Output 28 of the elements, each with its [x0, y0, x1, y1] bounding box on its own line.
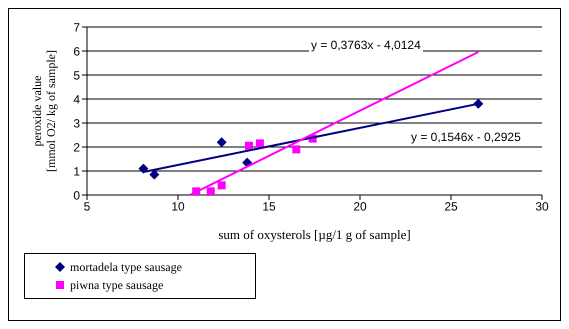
legend-label: mortadela type sausage — [70, 260, 182, 274]
point — [218, 181, 226, 190]
y-axis-title: peroxide value [mmol O2/ kg of sample] — [30, 50, 58, 172]
y-tick-label: 5 — [73, 68, 80, 82]
y-tick-label: 2 — [73, 140, 80, 154]
point — [292, 145, 300, 154]
point — [256, 139, 264, 148]
x-tick-label: 15 — [262, 200, 276, 214]
y-tick-label: 6 — [73, 44, 80, 58]
x-tick-label: 10 — [171, 200, 185, 214]
point — [138, 164, 148, 174]
point — [206, 187, 215, 195]
point — [244, 142, 253, 150]
annotation: y = 0,1546x - 0,2925 — [409, 130, 523, 144]
point — [149, 170, 160, 180]
x-tick-label: 5 — [84, 200, 91, 214]
x-tick-label: 20 — [353, 200, 367, 214]
y-tick-label: 3 — [73, 116, 80, 130]
legend-label: piwna type sausage — [70, 278, 164, 292]
y-tick-label: 4 — [73, 92, 80, 106]
annotation: y = 0,3763x - 4,0124 — [309, 38, 423, 52]
y-tick-label: 0 — [73, 188, 80, 202]
x-tick-label: 25 — [444, 200, 458, 214]
x-tick-label: 30 — [535, 200, 549, 214]
y-tick-label: 7 — [73, 20, 80, 34]
x-axis-title: sum of oxysterols [µg/1 g of sample] — [217, 227, 412, 243]
point — [216, 137, 227, 148]
y-tick-label: 1 — [73, 164, 80, 178]
